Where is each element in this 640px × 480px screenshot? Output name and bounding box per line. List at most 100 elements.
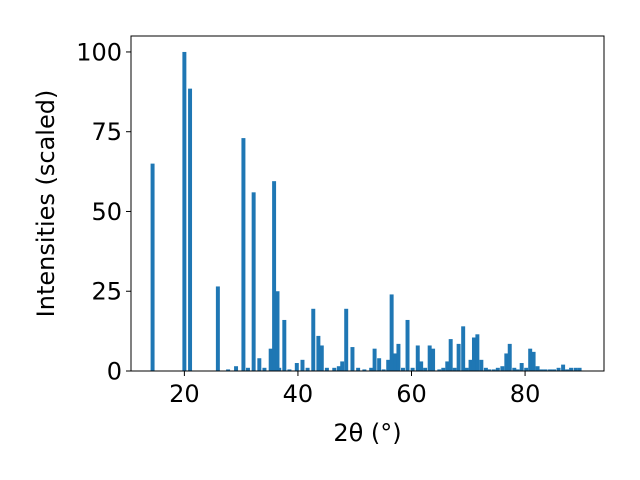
bar: [543, 369, 548, 371]
bar: [275, 291, 280, 371]
bar: [405, 319, 410, 371]
bar: [491, 369, 496, 371]
x-tick-label: 80: [510, 380, 541, 408]
bar: [396, 343, 401, 371]
bar: [464, 367, 469, 371]
bar: [182, 51, 187, 371]
bar: [427, 345, 432, 371]
bar: [479, 359, 484, 371]
bar: [569, 367, 574, 371]
y-axis-ticks: 0 25 50 75 100: [76, 38, 131, 386]
bar: [340, 361, 345, 371]
bar: [381, 369, 386, 371]
bar: [389, 294, 394, 371]
bar: [369, 367, 374, 371]
bar: [483, 367, 488, 371]
bar: [245, 367, 250, 371]
x-axis-ticks: 20 40 60 80: [169, 371, 540, 408]
bar: [531, 351, 536, 371]
bar: [561, 364, 566, 371]
bar: [262, 367, 267, 371]
bar: [495, 367, 500, 371]
bar: [332, 367, 337, 371]
y-tick-label: 25: [91, 278, 122, 306]
bar: [372, 348, 377, 371]
bar: [294, 363, 299, 371]
bar: [350, 347, 355, 371]
bar: [386, 359, 391, 371]
bar: [316, 335, 321, 371]
bar: [448, 339, 453, 371]
bar: [324, 367, 329, 371]
bar: [257, 358, 262, 371]
bar: [535, 366, 540, 371]
bar: [431, 348, 436, 371]
bar: [471, 337, 476, 371]
bar: [344, 308, 349, 371]
bar: [565, 369, 570, 371]
bar: [277, 367, 282, 371]
bar: [150, 163, 155, 371]
bar: [319, 345, 324, 371]
bar: [528, 348, 533, 371]
bar: [512, 367, 517, 371]
bar: [519, 363, 524, 371]
bar: [500, 366, 505, 371]
y-axis-label: Intensities (scaled): [32, 90, 60, 318]
bar: [548, 369, 553, 371]
bar: [336, 366, 341, 371]
bar: [577, 367, 582, 371]
bar: [393, 353, 398, 371]
bar: [311, 308, 316, 371]
bar: [456, 343, 461, 371]
bar: [445, 361, 450, 371]
bar: [461, 326, 466, 371]
bar: [441, 367, 446, 371]
bar: [573, 367, 578, 371]
bar: [437, 369, 442, 371]
bar: [282, 319, 287, 371]
y-tick-label: 100: [76, 38, 122, 66]
bar: [423, 367, 428, 371]
bar: [419, 361, 424, 371]
bar: [377, 358, 382, 371]
bar: [241, 138, 246, 371]
bar: [487, 369, 492, 371]
bar: [362, 369, 367, 371]
bar: [552, 369, 557, 371]
bar: [556, 367, 561, 371]
bar: [356, 367, 361, 371]
bar: [215, 286, 220, 371]
bar: [272, 181, 277, 371]
bar: [251, 192, 256, 371]
bar: [539, 369, 544, 371]
bar: [305, 367, 310, 371]
y-tick-label: 50: [91, 198, 122, 226]
bar: [268, 348, 273, 371]
bar: [415, 345, 420, 371]
bar: [452, 367, 457, 371]
bar: [504, 353, 509, 371]
bar: [515, 369, 520, 371]
bar: [234, 366, 239, 371]
x-tick-label: 40: [283, 380, 314, 408]
bar: [507, 343, 512, 371]
bar: [287, 369, 292, 371]
y-tick-label: 0: [107, 358, 122, 386]
x-tick-label: 20: [169, 380, 200, 408]
bar: [226, 369, 231, 371]
bar: [475, 334, 480, 371]
x-axis-label: 2θ (°): [333, 419, 401, 447]
bar: [410, 367, 415, 371]
plot-frame: [130, 35, 605, 372]
bar: [468, 359, 473, 371]
bar: [300, 359, 305, 371]
bar: [401, 367, 405, 371]
y-tick-label: 75: [91, 118, 122, 146]
x-tick-label: 60: [396, 380, 427, 408]
bar: [524, 367, 529, 371]
bars-group: [150, 51, 582, 371]
bar: [188, 88, 193, 371]
